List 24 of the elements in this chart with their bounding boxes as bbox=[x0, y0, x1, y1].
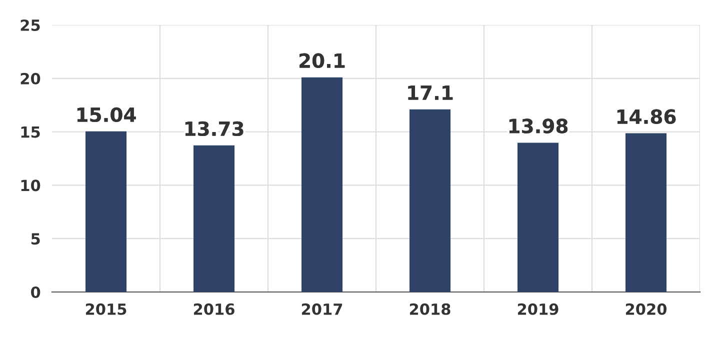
data-label: 14.86 bbox=[617, 109, 676, 124]
data-label: 20.1 bbox=[300, 53, 345, 68]
y-tick-label: 10 bbox=[21, 180, 40, 192]
x-tick-label: 2018 bbox=[410, 303, 450, 315]
bar bbox=[625, 133, 667, 292]
y-tick-label: 5 bbox=[31, 233, 40, 245]
y-tick-label: 20 bbox=[20, 72, 40, 84]
bar bbox=[517, 142, 559, 292]
bar bbox=[409, 109, 451, 292]
x-tick-label: 2020 bbox=[626, 303, 667, 315]
x-tick-label: 2015 bbox=[86, 303, 126, 315]
y-tick-label: 15 bbox=[21, 126, 40, 138]
data-label: 13.98 bbox=[509, 118, 568, 134]
data-label: 17.1 bbox=[408, 86, 453, 100]
x-tick-label: 2019 bbox=[518, 303, 558, 315]
y-tick-label: 25 bbox=[20, 19, 40, 32]
data-label: 13.73 bbox=[185, 121, 244, 136]
bar bbox=[301, 77, 343, 292]
data-label: 15.04 bbox=[77, 107, 136, 122]
x-tick-label: 2017 bbox=[302, 303, 342, 315]
y-tick-label: 0 bbox=[30, 286, 40, 298]
bar bbox=[85, 131, 127, 292]
x-tick-label: 2016 bbox=[194, 303, 234, 315]
bar bbox=[193, 145, 235, 292]
